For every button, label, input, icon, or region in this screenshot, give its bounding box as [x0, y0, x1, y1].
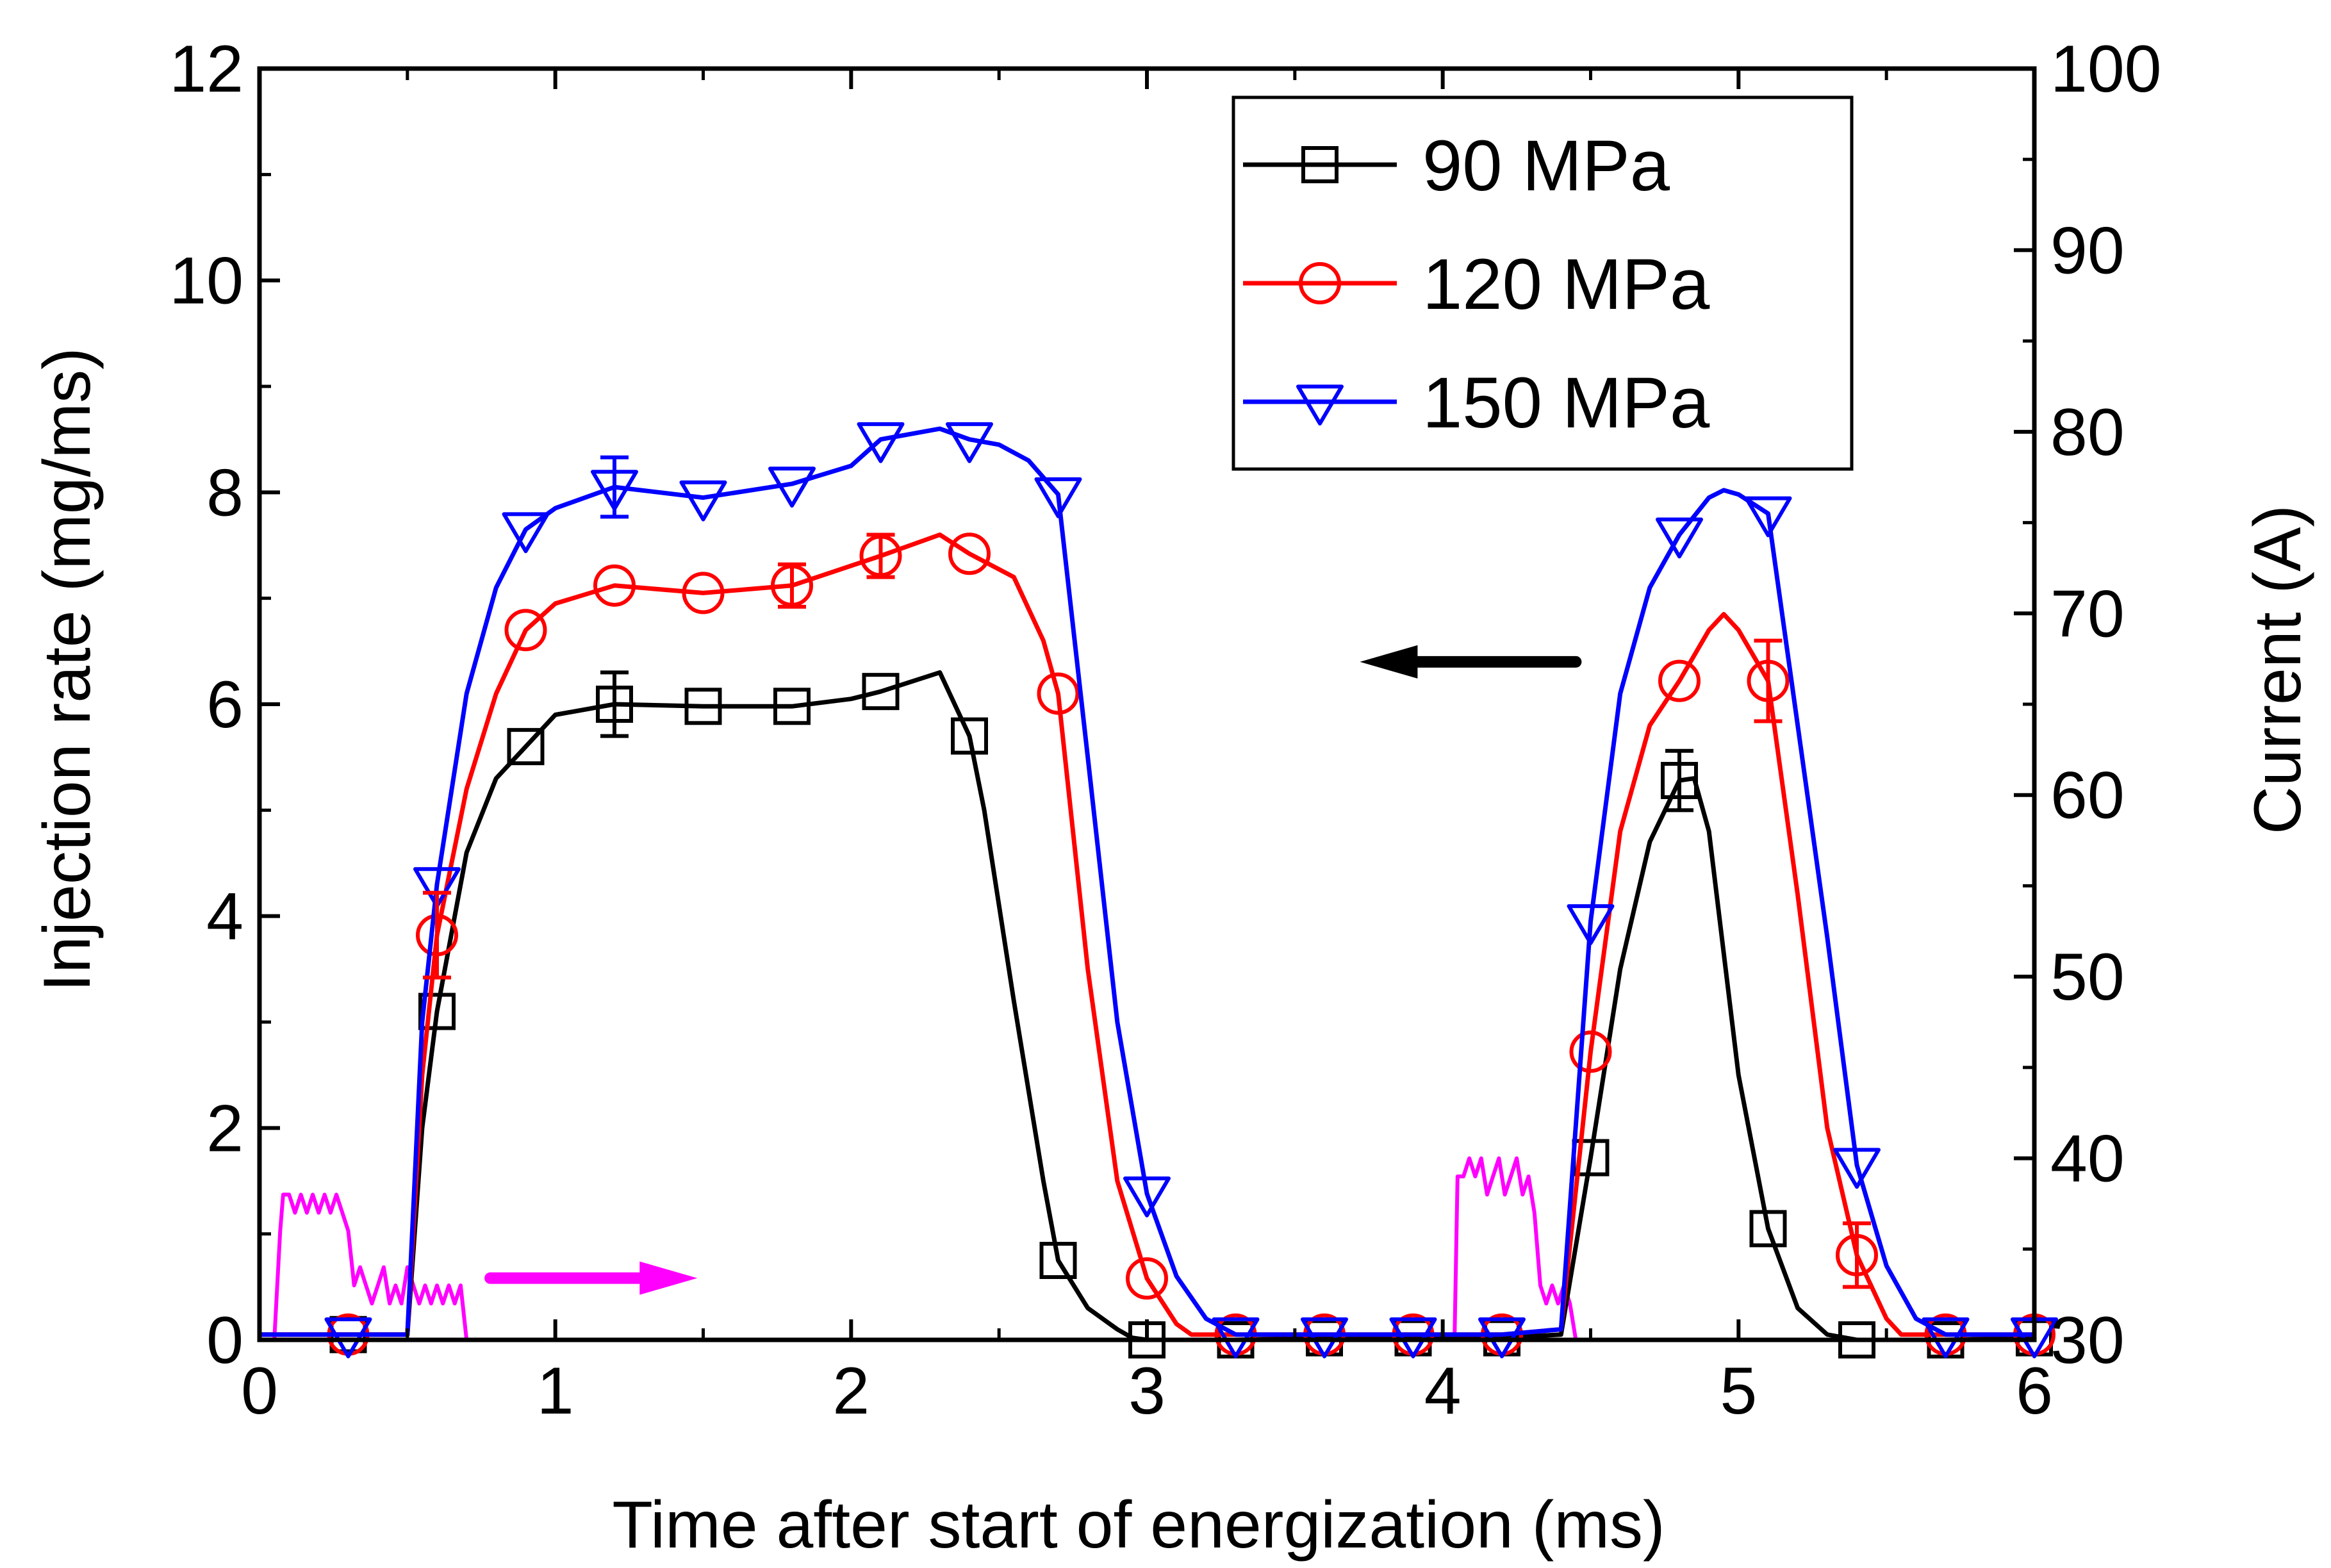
- data-point: [593, 564, 636, 607]
- data-point: [1833, 1148, 1881, 1189]
- data-point: [1123, 1176, 1171, 1217]
- right-arrow-head: [639, 1261, 698, 1295]
- data-point: [413, 867, 461, 909]
- x-tick-label: 2: [832, 1354, 869, 1428]
- data-point: [948, 532, 991, 575]
- y-tick-label: 10: [169, 244, 243, 318]
- data-point: [1126, 1257, 1168, 1300]
- error-bar: [600, 670, 629, 738]
- data-point: [951, 717, 988, 755]
- data-point: [862, 673, 900, 711]
- legend-label: 90 MPa: [1422, 126, 1670, 206]
- error-bar: [1665, 748, 1693, 813]
- data-point: [682, 572, 725, 615]
- left-arrow-head: [1360, 645, 1418, 679]
- series-line: [259, 532, 2034, 1337]
- x-tick-label: 6: [2016, 1354, 2053, 1428]
- error-bar: [866, 532, 895, 579]
- data-point: [1037, 672, 1080, 715]
- legend: 90 MPa 120 MPa 150 MPa: [1231, 95, 1854, 471]
- y2-tick-label: 50: [2050, 940, 2125, 1014]
- y2-tick-label: 90: [2050, 213, 2125, 288]
- y2-tick-label: 100: [2050, 32, 2162, 106]
- data-point: [1749, 1210, 1787, 1248]
- y2-tick-label: 40: [2050, 1122, 2125, 1196]
- data-point: [1039, 1242, 1077, 1279]
- y2-tick-label: 70: [2050, 577, 2125, 651]
- legend-marker: [1296, 384, 1344, 425]
- data-point: [502, 512, 550, 554]
- error-bar: [423, 891, 451, 980]
- data-point: [1744, 496, 1792, 538]
- error-bar: [778, 562, 806, 609]
- error-bar: [600, 455, 629, 519]
- legend-label: 120 MPa: [1422, 244, 1710, 324]
- y-tick-label: 2: [206, 1091, 243, 1166]
- legend-marker: [1299, 262, 1341, 304]
- current-trace-line-1: [1442, 1156, 1578, 1342]
- data-point: [768, 466, 816, 508]
- data-point: [1658, 659, 1701, 702]
- y2-axis-title: Current (A): [2241, 505, 2315, 834]
- data-point: [507, 728, 545, 766]
- data-point: [504, 609, 547, 652]
- data-point: [773, 688, 811, 725]
- data-point: [1034, 477, 1082, 518]
- y-axis-title: Injection rate (mg/ms): [30, 347, 104, 992]
- legend-entry: 150 MPa: [1243, 363, 1710, 443]
- legend-marker: [1301, 146, 1338, 183]
- current-trace-line-0: [259, 1193, 473, 1342]
- plot-area: [259, 422, 2058, 1358]
- data-point: [1567, 904, 1615, 945]
- data-point: [857, 422, 905, 463]
- series-line: [259, 670, 2035, 1342]
- x-tick-label: 1: [537, 1354, 574, 1428]
- data-point: [684, 688, 722, 725]
- legend-label: 150 MPa: [1422, 363, 1710, 443]
- y2-tick-label: 60: [2050, 759, 2125, 833]
- y-tick-label: 6: [206, 668, 243, 742]
- series-line: [259, 426, 2034, 1337]
- x-tick-label: 3: [1128, 1354, 1166, 1428]
- x-axis-title: Time after start of energization (ms): [612, 1488, 1665, 1562]
- x-tick-label: 5: [1720, 1354, 1757, 1428]
- y2-tick-label: 80: [2050, 395, 2125, 470]
- legend-entry: 90 MPa: [1243, 126, 1670, 206]
- y-tick-label: 8: [206, 456, 243, 530]
- error-bar: [1843, 1221, 1871, 1289]
- x-tick-label: 4: [1424, 1354, 1462, 1428]
- error-bar: [1754, 638, 1783, 723]
- y-tick-label: 4: [206, 880, 243, 954]
- legend-entry: 120 MPa: [1243, 244, 1710, 324]
- y2-tick-label: 30: [2050, 1303, 2125, 1378]
- data-point: [418, 993, 456, 1030]
- data-point: [679, 480, 727, 522]
- data-point: [1656, 517, 1703, 559]
- data-point: [1569, 1030, 1612, 1073]
- x-tick-label: 0: [241, 1354, 278, 1428]
- y-tick-label: 0: [206, 1303, 243, 1378]
- y-tick-label: 12: [169, 32, 243, 106]
- data-point: [946, 422, 993, 463]
